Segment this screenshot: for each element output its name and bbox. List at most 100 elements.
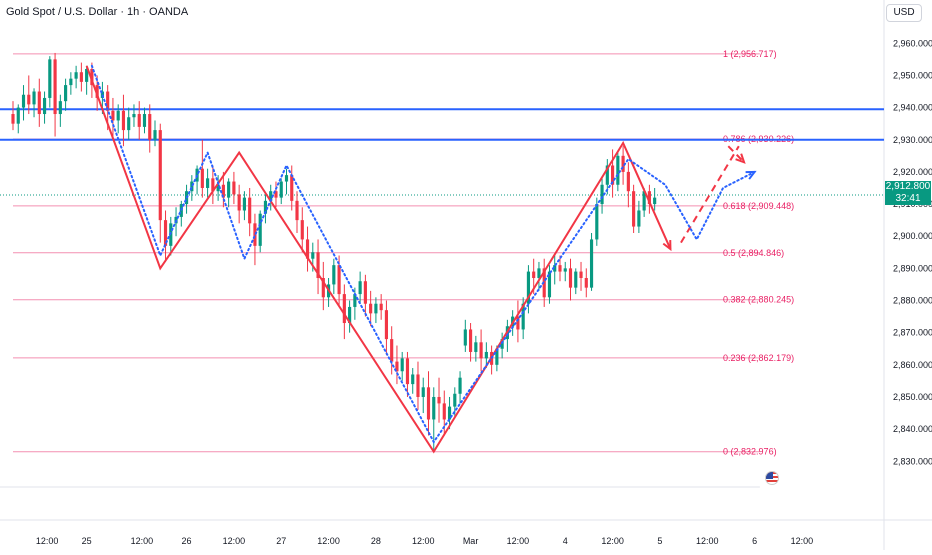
- candle-body: [653, 197, 657, 205]
- candle-body: [584, 278, 588, 288]
- candle: [158, 123, 162, 243]
- candle: [137, 101, 141, 140]
- candle: [184, 184, 189, 214]
- candle-body: [348, 306, 352, 324]
- us-flag-icon[interactable]: [765, 471, 779, 485]
- resistance-lines: [0, 108, 884, 141]
- time-tick-label: 12:00: [601, 536, 624, 546]
- candle-body: [479, 342, 483, 359]
- dotted-arrow-head: [745, 170, 757, 180]
- candle-body: [626, 171, 630, 192]
- time-tick-label: 4: [563, 536, 568, 546]
- candle-body: [305, 239, 310, 259]
- candle-body: [311, 252, 315, 259]
- candle-body: [42, 97, 47, 115]
- candle: [111, 97, 115, 137]
- candle-body: [263, 200, 268, 214]
- candle: [600, 178, 604, 214]
- candle-body: [79, 72, 83, 82]
- candle-body: [153, 130, 157, 140]
- fib-level-label: 1 (2,956.717): [723, 49, 777, 59]
- candle: [363, 274, 367, 317]
- candle: [21, 85, 26, 121]
- candle: [290, 165, 294, 211]
- candle-body: [474, 342, 478, 352]
- candle: [332, 258, 336, 295]
- candle-body: [132, 114, 136, 118]
- candle-body: [242, 197, 246, 211]
- candle-body: [163, 220, 168, 246]
- candle-body: [137, 114, 141, 127]
- candle: [242, 191, 246, 221]
- candle: [32, 88, 36, 118]
- candle-body: [190, 181, 194, 192]
- candle-body: [369, 303, 373, 314]
- candle: [85, 65, 89, 95]
- candle: [132, 104, 136, 127]
- candle: [48, 56, 52, 108]
- price-tick-label: 2,900.000: [893, 231, 932, 241]
- candle: [53, 52, 57, 137]
- currency-button[interactable]: USD: [886, 4, 922, 22]
- time-tick-label: 25: [82, 536, 92, 546]
- candle: [142, 107, 147, 134]
- price-tick-label: 2,920.000: [893, 167, 932, 177]
- candle-body: [116, 110, 120, 121]
- candle: [316, 239, 320, 295]
- candle: [221, 171, 225, 208]
- time-tick-label: 28: [371, 536, 381, 546]
- time-tick-label: 12:00: [507, 536, 530, 546]
- candle: [553, 255, 557, 285]
- candle: [616, 152, 620, 192]
- candle-body: [647, 191, 651, 205]
- candle: [58, 94, 62, 127]
- candle-body: [426, 387, 431, 420]
- candle: [405, 351, 410, 397]
- candle-body: [227, 181, 231, 198]
- candle-body: [53, 59, 57, 115]
- candle-countdown: 32:41: [895, 193, 921, 204]
- candle: [64, 78, 68, 111]
- candle: [426, 371, 431, 436]
- candle-body: [390, 339, 394, 362]
- candle: [258, 210, 262, 253]
- candle-body: [111, 110, 115, 121]
- candle: [500, 332, 504, 359]
- zigzag-arrow-head: [662, 240, 672, 252]
- candle-body: [500, 339, 504, 349]
- candle-body: [358, 281, 362, 295]
- candle-body: [221, 184, 225, 198]
- dotted-projection: [90, 64, 757, 444]
- candle: [458, 371, 462, 404]
- zigzag-drawing: [85, 65, 746, 454]
- candle-body: [379, 303, 383, 311]
- candle-body: [158, 130, 162, 221]
- candle-body: [453, 393, 457, 407]
- price-tick-label: 2,860.000: [893, 360, 932, 370]
- candle: [358, 271, 362, 304]
- price-tick-label: 2,830.000: [893, 456, 932, 466]
- candle-body: [558, 265, 562, 272]
- candle-body: [142, 114, 147, 127]
- candle: [421, 377, 425, 414]
- candle: [653, 187, 657, 211]
- candle: [647, 184, 651, 214]
- fib-level-label: 0.236 (2,862.179): [723, 353, 794, 363]
- candle-body: [206, 178, 210, 188]
- candle: [447, 396, 452, 430]
- candle: [479, 329, 483, 372]
- candle: [369, 290, 373, 327]
- candle-body: [600, 184, 604, 205]
- candle: [400, 351, 404, 381]
- candle: [200, 139, 204, 198]
- time-tick-label: 12:00: [317, 536, 340, 546]
- time-tick-label: 26: [182, 536, 192, 546]
- zigzag-line: [85, 65, 672, 454]
- candle-body: [458, 377, 462, 394]
- candle-body: [58, 101, 62, 115]
- candle: [584, 268, 588, 298]
- candle: [305, 226, 310, 272]
- time-tick-label: 12:00: [791, 536, 814, 546]
